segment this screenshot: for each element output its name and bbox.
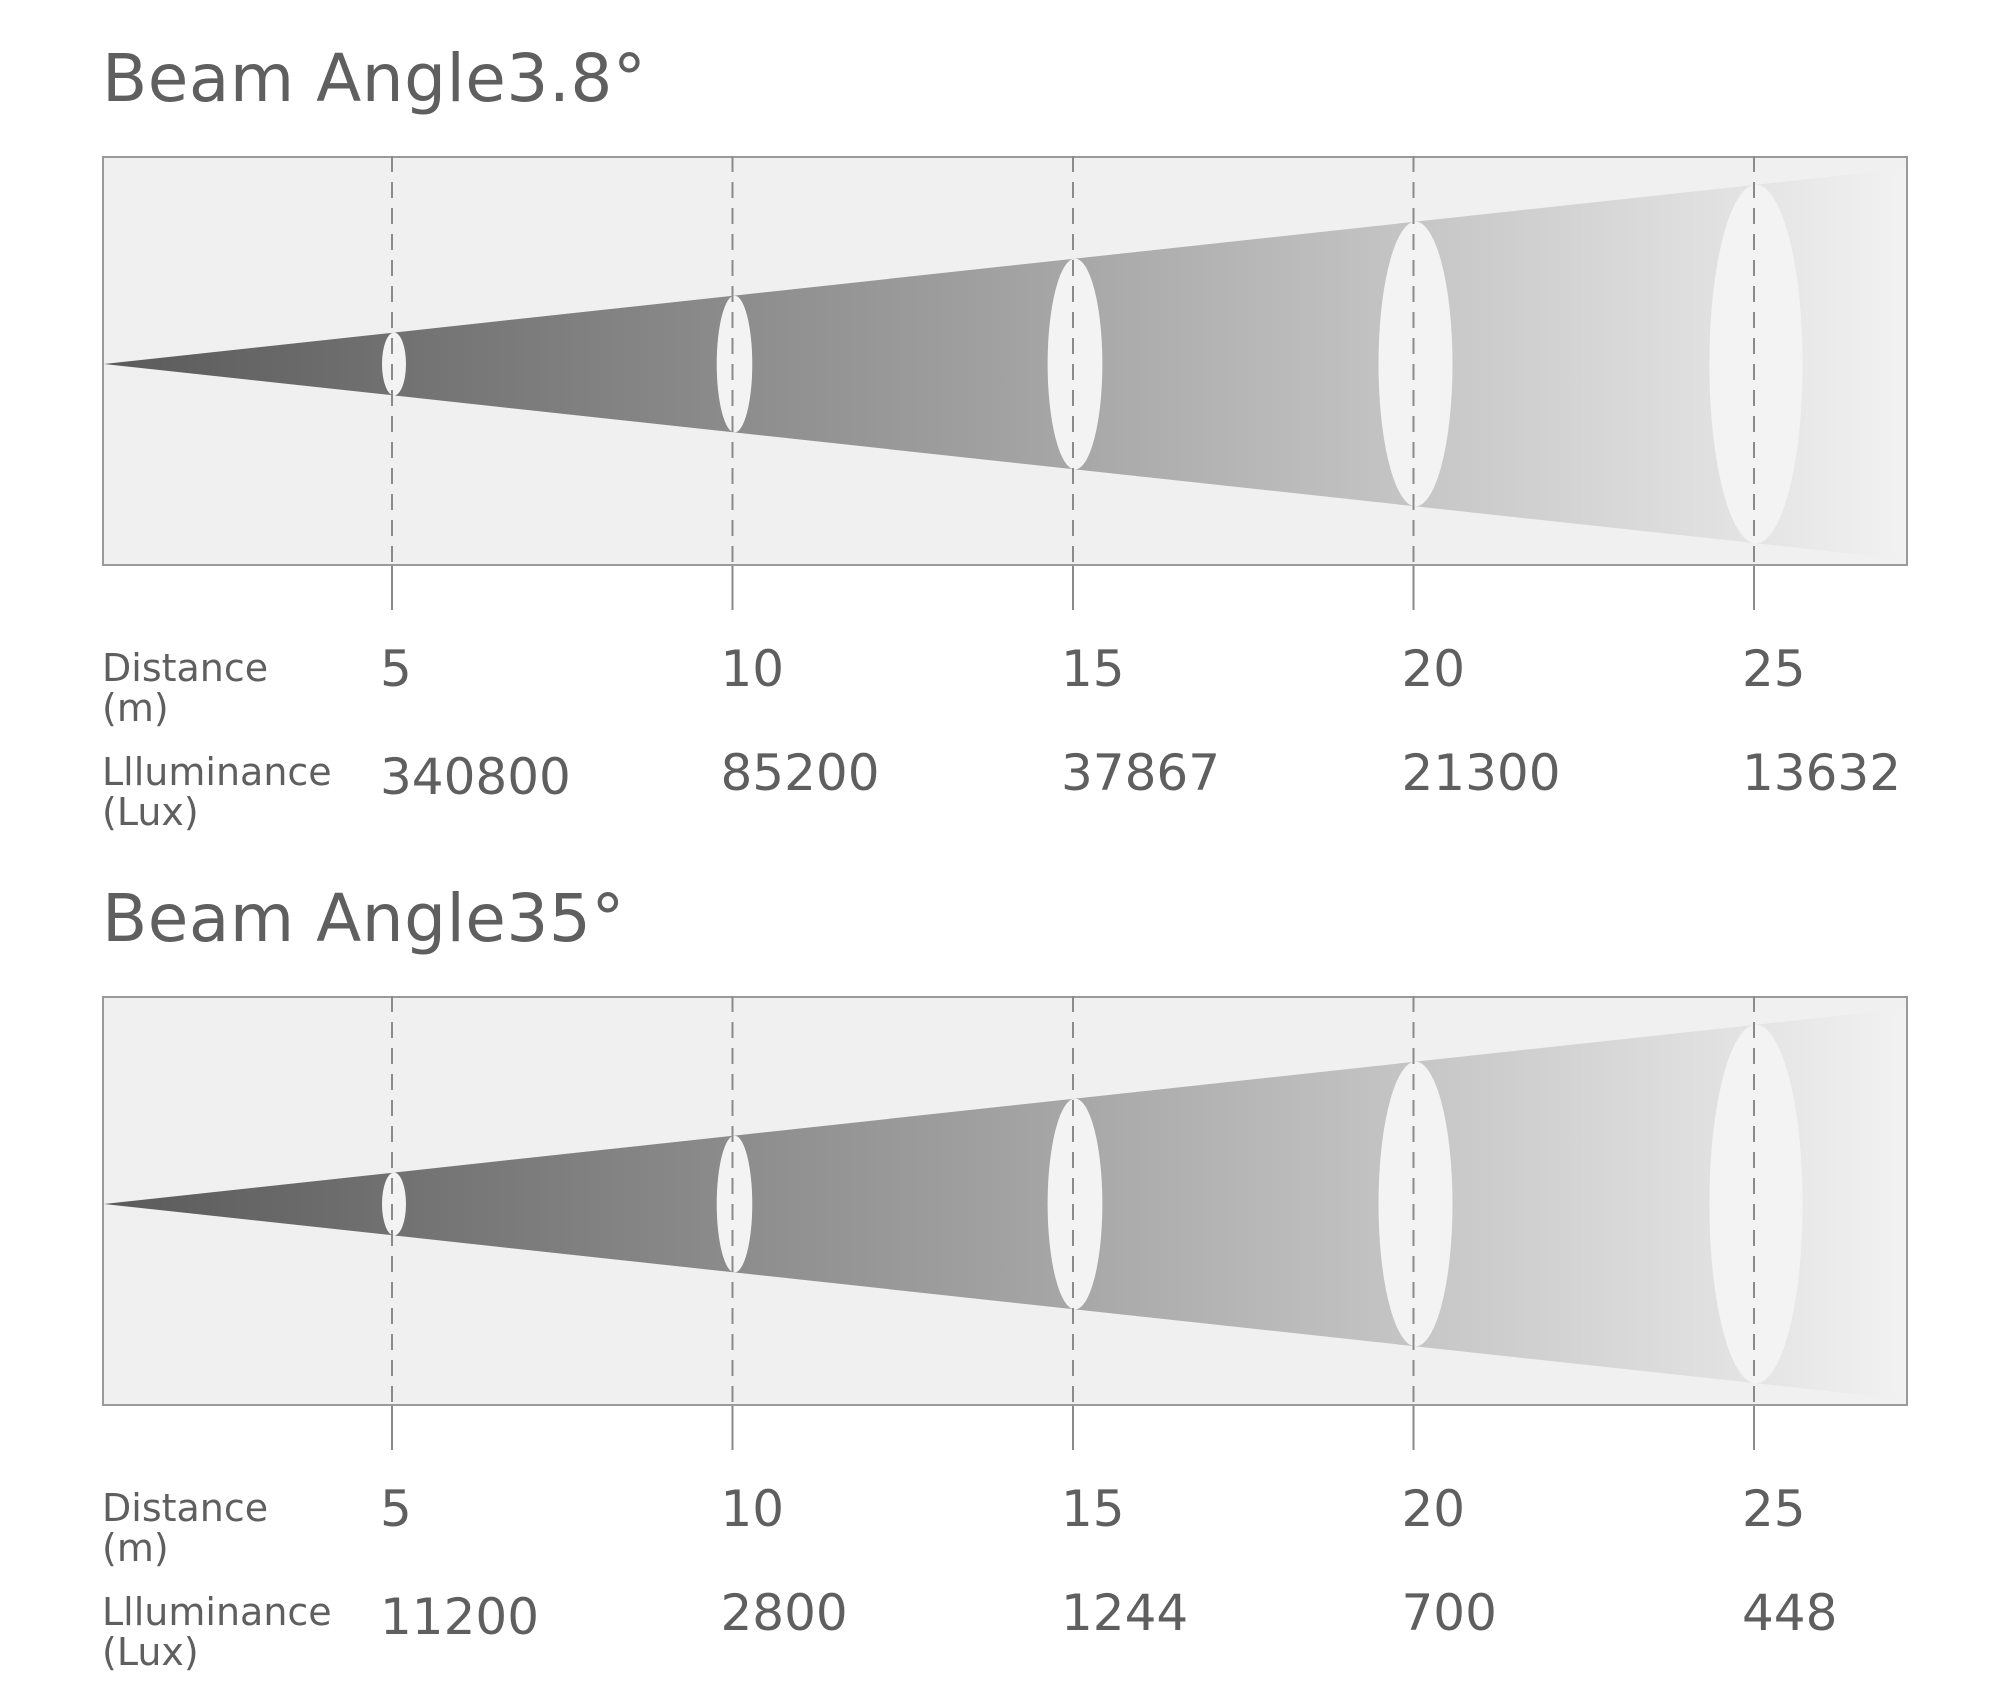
beam-spot-ellipse xyxy=(1047,258,1103,470)
illuminance-value: 13632 xyxy=(1742,744,1902,802)
illuminance-value: 448 xyxy=(1742,1584,1838,1642)
panel-title: Beam Angle35° xyxy=(102,880,625,957)
illuminance-label-line: (Lux) xyxy=(102,790,199,834)
illuminance-value: 1244 xyxy=(1061,1584,1189,1642)
illuminance-label-line: Llluminance xyxy=(102,750,332,794)
distance-label-line: Distance xyxy=(102,1486,269,1530)
beam-svg xyxy=(104,168,1906,560)
distance-label-line: (m) xyxy=(102,686,169,730)
beam-panel: Beam Angle35° 5 11200 10 2800 15 1244 20 700 25 44… xyxy=(0,840,2000,1680)
illuminance-row-label: Llluminance (Lux) xyxy=(102,752,332,832)
beam-spot-ellipse xyxy=(1709,1024,1803,1384)
illuminance-label-line: Llluminance xyxy=(102,1590,332,1634)
distance-value: 15 xyxy=(1061,640,1125,698)
illuminance-value: 85200 xyxy=(720,744,880,802)
distance-value: 25 xyxy=(1742,640,1806,698)
illuminance-value: 37867 xyxy=(1061,744,1221,802)
illuminance-value: 21300 xyxy=(1401,744,1561,802)
illuminance-row-label: Llluminance (Lux) xyxy=(102,1592,332,1672)
beam-svg xyxy=(104,1008,1906,1400)
distance-value: 20 xyxy=(1401,640,1466,698)
beam-panel: Beam Angle3.8° 5 340800 10 85200 15 37867 20 213… xyxy=(0,0,2000,840)
illuminance-label-line: (Lux) xyxy=(102,1630,199,1674)
beam-spot-ellipse xyxy=(1378,221,1453,507)
distance-value: 10 xyxy=(720,640,785,698)
distance-value: 25 xyxy=(1742,1480,1806,1538)
illuminance-value: 11200 xyxy=(380,1588,540,1646)
distance-value: 10 xyxy=(720,1480,785,1538)
illuminance-value: 340800 xyxy=(380,748,571,806)
distance-row-label: Distance (m) xyxy=(102,1488,268,1568)
beam-spot-ellipse xyxy=(716,295,753,433)
distance-value: 5 xyxy=(380,1480,412,1538)
beam-spot-ellipse xyxy=(1047,1098,1103,1310)
distance-label-line: (m) xyxy=(102,1526,169,1570)
beam-diagram-box xyxy=(102,996,1908,1406)
distance-value: 5 xyxy=(380,640,412,698)
beam-cone xyxy=(104,1008,1906,1400)
tick-overlay xyxy=(391,156,1755,610)
beam-spot-ellipse xyxy=(382,1172,406,1236)
beam-spot-ellipse xyxy=(382,332,406,396)
distance-value: 15 xyxy=(1061,1480,1125,1538)
tick-overlay xyxy=(391,996,1755,1450)
beam-spot-ellipse xyxy=(1709,184,1803,544)
beam-diagram-box xyxy=(102,156,1908,566)
distance-row-label: Distance (m) xyxy=(102,648,268,728)
beam-cone xyxy=(104,168,1906,560)
beam-spot-ellipse xyxy=(716,1135,753,1273)
illuminance-value: 2800 xyxy=(720,1584,848,1642)
beam-spot-ellipse xyxy=(1378,1061,1453,1347)
illuminance-value: 700 xyxy=(1401,1584,1497,1642)
distance-label-line: Distance xyxy=(102,646,269,690)
panel-title: Beam Angle3.8° xyxy=(102,40,647,117)
distance-value: 20 xyxy=(1401,1480,1466,1538)
